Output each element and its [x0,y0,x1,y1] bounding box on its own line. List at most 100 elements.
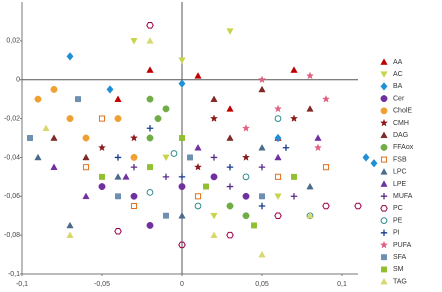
data-point [210,231,218,238]
legend-marker [380,193,388,200]
data-point [251,222,257,229]
data-point [42,124,50,132]
data-point [291,173,297,180]
data-point [290,193,298,200]
data-point [146,189,154,196]
y-tick-label: 0,02 [6,38,20,45]
data-point [162,154,170,162]
data-point [258,202,266,210]
data-point [146,134,154,142]
data-point [99,173,105,180]
data-point [242,173,250,181]
data-point [130,192,138,200]
data-point [154,115,162,123]
x-tick-label: 0 [180,281,184,288]
legend-label: CholE [393,108,412,115]
y-tick-label: -0,08 [4,232,20,239]
data-point [226,105,234,112]
data-point [146,221,154,229]
data-point [322,202,330,210]
data-point [178,173,186,181]
data-point [82,134,90,142]
legend-marker [380,71,388,78]
data-point [170,150,178,157]
data-point [258,85,266,93]
data-point [274,153,282,161]
legend-marker [379,118,389,127]
data-point [210,173,218,181]
data-point [147,164,153,171]
legend-label: LPC [393,169,407,176]
data-point [130,38,138,45]
data-point [313,143,323,152]
data-point [226,183,234,190]
data-point [146,95,154,103]
data-point [257,75,267,84]
data-point [226,202,234,210]
data-point [146,66,154,73]
data-point [306,105,314,112]
legend-marker [380,229,388,236]
legend-label: FSB [393,156,407,163]
legend-label: SM [393,266,404,273]
legend-marker [380,82,388,91]
data-point [130,153,138,161]
data-point [354,202,362,210]
legend-label: CMH [393,120,409,127]
data-point [162,105,170,113]
data-point [178,57,186,65]
data-point [82,153,90,161]
data-point [178,241,186,249]
y-tick-label: 0 [16,77,20,84]
data-point [34,95,42,103]
data-point [226,28,234,35]
data-point [282,144,290,151]
data-point [114,95,122,102]
data-point [178,183,186,191]
data-point [115,193,121,200]
legend-label: PI [393,230,400,237]
x-tick-label: -0,1 [16,281,28,288]
data-point [314,134,322,141]
data-point [130,202,138,210]
data-point [50,85,58,93]
data-point [194,72,202,79]
x-tick-label: 0,1 [337,281,347,288]
data-point [209,114,219,123]
data-point [178,211,186,219]
data-point [194,202,202,210]
data-point [50,134,58,141]
legend-marker [380,107,388,115]
data-point [370,159,378,168]
data-point [98,183,106,191]
data-point [226,231,234,239]
x-tick-label: 0,05 [255,281,269,288]
data-point [162,173,170,181]
data-point [273,104,283,113]
data-point [305,71,315,80]
data-point [210,154,218,161]
data-point [98,115,106,122]
data-point [362,153,370,162]
legend-label: PE [393,217,403,224]
legend-marker [380,277,388,285]
data-point [130,163,138,171]
legend-label: Cer [393,95,405,102]
data-point [66,221,74,229]
data-point [274,212,282,219]
legend-label: AA [393,59,403,66]
data-point [114,173,122,180]
data-point [50,163,58,170]
y-tick-label: -0,06 [4,193,20,200]
data-point [242,212,250,220]
data-point [179,135,185,141]
legend-label: TAG [393,278,407,285]
data-point [274,133,282,143]
data-point [258,143,266,151]
legend-marker [379,240,389,249]
legend-label: PUFA [393,242,412,249]
y-tick-label: -0,1 [8,271,20,278]
legend-label: FFAox [393,144,414,151]
legend-marker [380,131,388,139]
legend-marker [380,168,388,175]
